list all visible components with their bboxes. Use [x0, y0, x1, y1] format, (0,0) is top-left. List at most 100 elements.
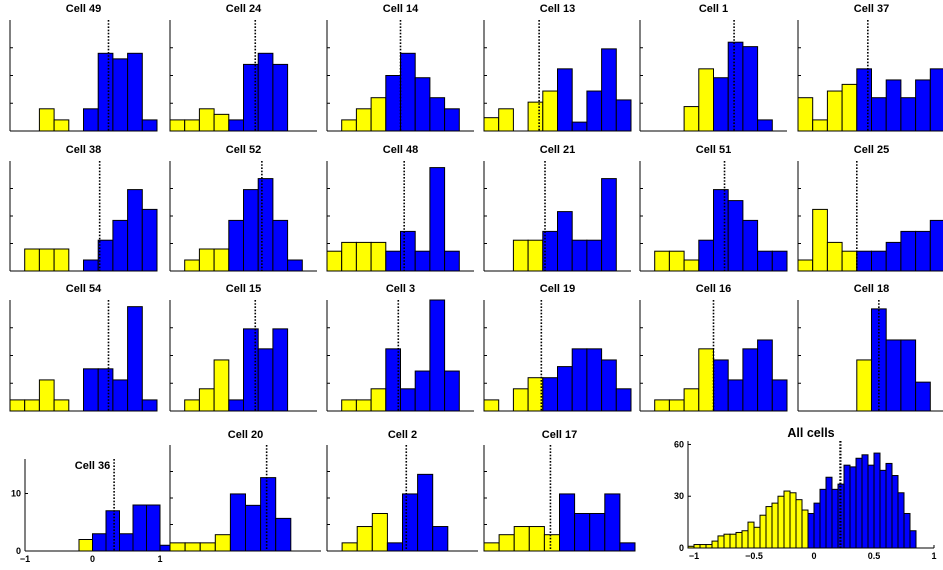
histogram-bar [146, 504, 161, 552]
histogram-bar [619, 542, 636, 552]
histogram-bar [356, 526, 373, 552]
histogram-bar [198, 248, 215, 272]
y-tick-label: 10 [11, 489, 21, 499]
histogram-bar [727, 200, 744, 272]
histogram-bar [341, 399, 357, 412]
histogram-bar [385, 348, 401, 412]
histogram-panel: Cell 24 [169, 3, 317, 132]
histogram-bar [184, 399, 200, 412]
histogram-panel: Cell 20 [169, 429, 321, 552]
histogram-bar [512, 239, 529, 272]
histogram-bar [527, 239, 544, 272]
histogram-bar [513, 526, 530, 552]
histogram-bar [141, 399, 158, 412]
histogram-bar [287, 259, 303, 272]
histogram-panel: Cell 15 [169, 283, 317, 412]
histogram-bar [169, 119, 186, 132]
histogram-bar [229, 493, 246, 552]
histogram-bar [604, 493, 621, 552]
histogram-bar [112, 58, 129, 132]
histogram-bar [429, 299, 446, 412]
histogram-bar [929, 68, 943, 132]
histogram-bar [341, 542, 358, 552]
histogram-bar [53, 248, 70, 272]
histogram-bar [867, 464, 875, 549]
panel-title: Cell 13 [540, 3, 575, 15]
histogram-bar [727, 41, 744, 132]
panel-title: Cell 18 [854, 283, 889, 295]
histogram-bar [400, 388, 416, 412]
histogram-bar [92, 533, 107, 552]
histogram-bar [891, 475, 899, 549]
histogram-bar [871, 97, 887, 132]
histogram-bar [400, 52, 416, 132]
histogram-bar [727, 379, 744, 412]
histogram-bar [355, 241, 372, 272]
histogram-bar [571, 121, 588, 132]
histogram-bar [654, 399, 670, 412]
panel-title: Cell 1 [699, 3, 728, 15]
histogram-bar [771, 502, 779, 549]
histogram-bar [879, 469, 887, 549]
histogram-bar [742, 219, 759, 272]
histogram-panel: Cell 1 [639, 3, 787, 132]
histogram-bar [668, 399, 685, 412]
histogram-bar [571, 239, 588, 272]
histogram-bar [141, 208, 158, 272]
panel-title: Cell 17 [542, 429, 577, 441]
histogram-bar [97, 52, 114, 132]
histogram-bar [53, 399, 70, 412]
histogram-bar [693, 544, 701, 549]
histogram-bar [668, 250, 685, 272]
x-tick-label: −0.5 [745, 551, 763, 561]
panel-title: All cells [787, 426, 834, 440]
histogram-bar [915, 381, 931, 412]
histogram-bar [112, 379, 129, 412]
x-tick-label: −1 [689, 551, 699, 561]
histogram-bar [897, 492, 905, 549]
histogram-bar [771, 250, 788, 272]
histogram-bar [729, 533, 737, 549]
histogram-panel: All cells 0 30 60 −1 −0.5 0 0.5 1 [674, 426, 937, 561]
histogram-bar [385, 250, 401, 272]
histogram-bar [900, 230, 917, 272]
panel-title: Cell 49 [66, 3, 101, 15]
histogram-bar [841, 250, 858, 272]
histogram-bar [127, 306, 143, 412]
histogram-bar [812, 119, 828, 132]
histogram-bar [589, 512, 606, 552]
histogram-bar [184, 119, 200, 132]
histogram-panel: Cell 17 [483, 429, 636, 552]
histogram-bar [24, 399, 40, 412]
histogram-bar [53, 119, 70, 132]
histogram-bar [400, 230, 416, 272]
histogram-bar [873, 452, 881, 549]
histogram-bar [856, 250, 872, 272]
histogram-bar [326, 250, 343, 272]
histogram-bar [213, 359, 230, 412]
histogram-bar [742, 348, 759, 412]
histogram-bar [698, 239, 714, 272]
x-tick-label: 0 [90, 554, 95, 564]
histogram-bar [797, 259, 814, 272]
histogram-bar [831, 488, 839, 549]
histogram-panel: Cell 48 [326, 144, 474, 272]
histogram-bar [213, 113, 230, 132]
histogram-bar [355, 108, 372, 132]
histogram-bar [871, 250, 887, 272]
histogram-bar [402, 493, 419, 552]
histogram-panel: Cell 2 [326, 429, 478, 552]
histogram-bar [615, 388, 632, 412]
histogram-panel: Cell 14 [326, 3, 474, 132]
histogram-bar [38, 108, 55, 132]
histogram-bar [586, 90, 603, 132]
x-tick-label: 1 [157, 554, 162, 564]
histogram-bar [826, 241, 843, 272]
histogram-bar [713, 189, 729, 272]
histogram-bar [586, 239, 603, 272]
histogram-bar [119, 533, 134, 552]
histogram-bar [542, 90, 558, 132]
histogram-panel: Cell 49 [9, 3, 158, 132]
histogram-bar [855, 457, 863, 549]
